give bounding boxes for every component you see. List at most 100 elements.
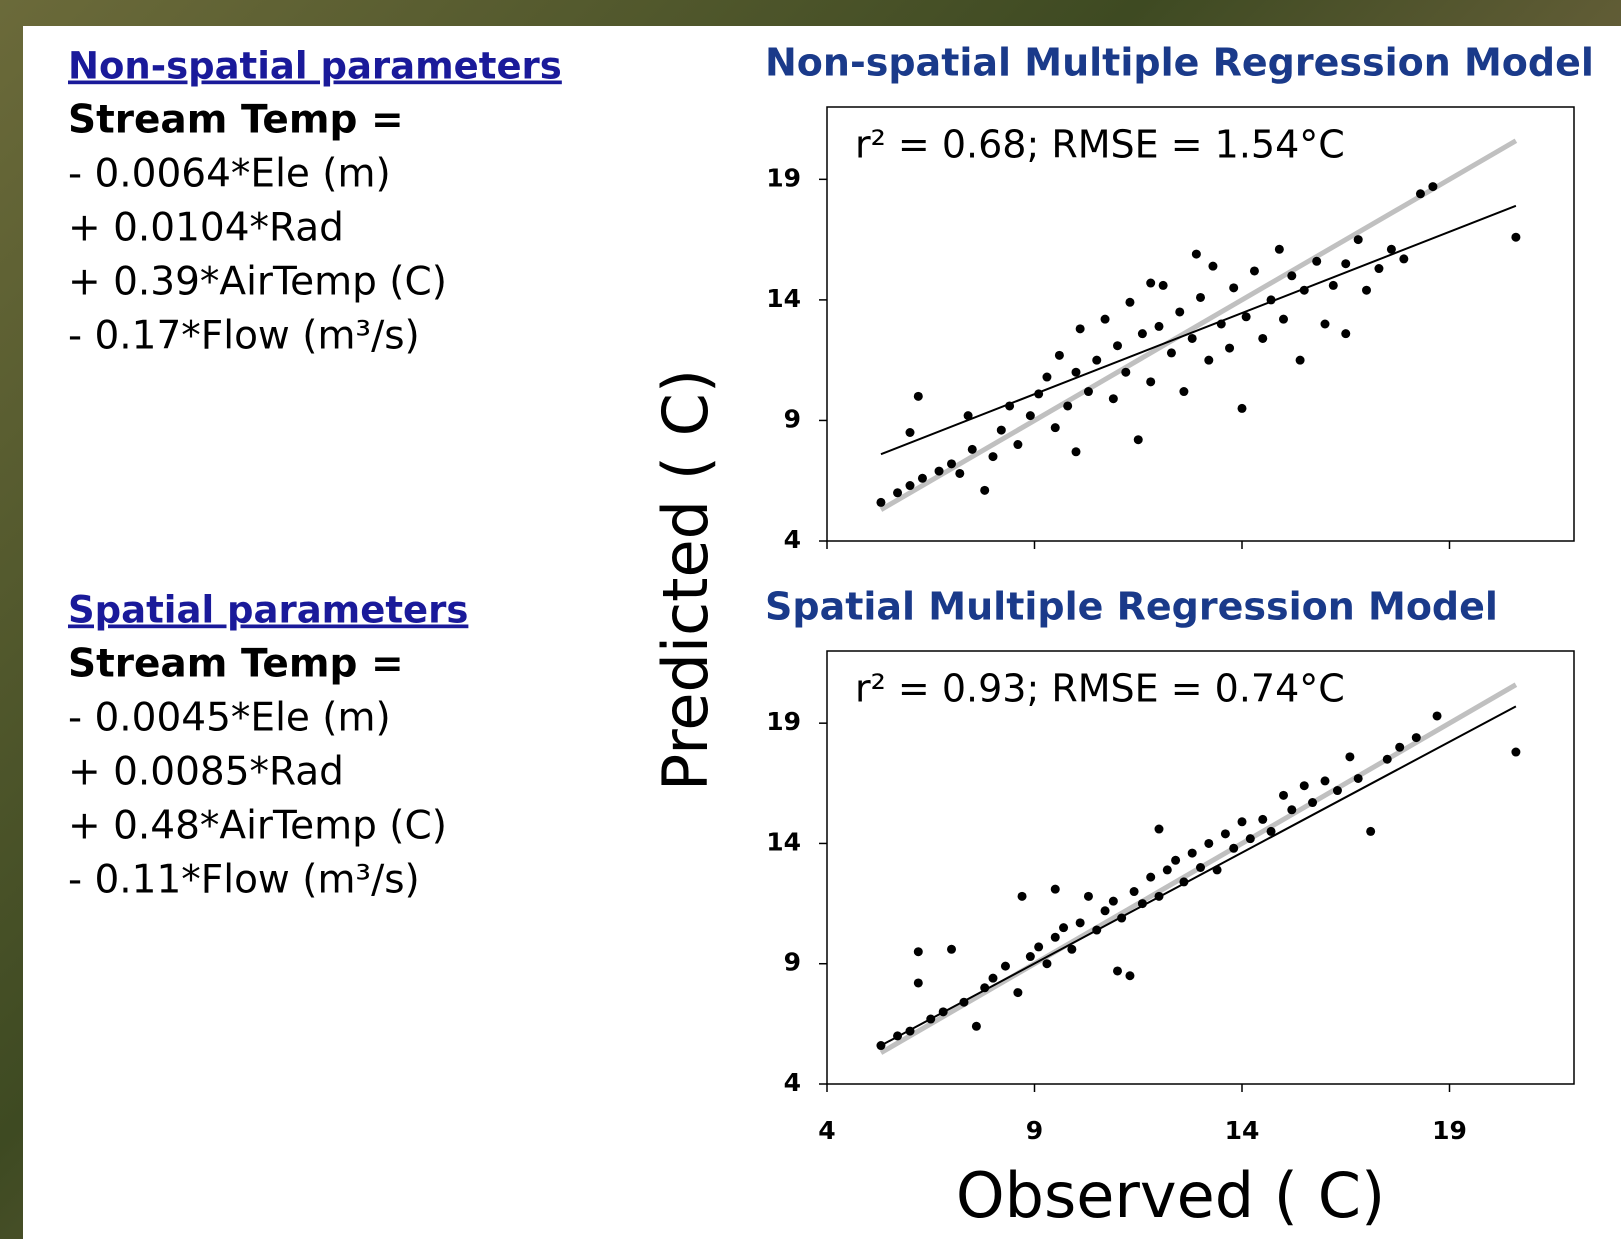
scatter-point bbox=[1295, 355, 1305, 365]
scatter-point bbox=[913, 391, 923, 401]
scatter-point bbox=[1366, 826, 1376, 836]
scatter-point bbox=[1121, 367, 1131, 377]
scatter-point bbox=[947, 944, 956, 954]
scatter-point bbox=[1386, 244, 1396, 254]
scatter-point bbox=[1299, 781, 1309, 791]
scatter-point bbox=[1013, 440, 1023, 450]
scatter-point bbox=[980, 983, 990, 993]
fit-annotation: r² = 0.93; RMSE = 0.74°C bbox=[855, 667, 1345, 711]
scatter-point bbox=[1071, 367, 1081, 377]
y-tick-label: 19 bbox=[766, 163, 801, 192]
scatter-point bbox=[1341, 329, 1351, 339]
y-tick-label: 19 bbox=[766, 707, 801, 736]
scatter-point bbox=[1411, 733, 1421, 743]
y-tick-label: 9 bbox=[784, 404, 801, 433]
slide-panel bbox=[23, 26, 1621, 1239]
scatter-point bbox=[1025, 952, 1035, 962]
equation-term: - 0.11*Flow (m³/s) bbox=[68, 858, 420, 903]
scatter-point bbox=[1092, 355, 1102, 365]
scatter-point bbox=[1175, 307, 1185, 317]
scatter-point bbox=[1100, 314, 1110, 324]
scatter-point bbox=[1075, 918, 1085, 928]
scatter-point bbox=[1013, 988, 1023, 998]
scatter-point bbox=[1179, 387, 1189, 397]
scatter-point bbox=[913, 978, 923, 988]
scatter-point bbox=[1191, 249, 1201, 259]
scatter-point bbox=[1042, 959, 1052, 969]
scatter-point bbox=[1266, 826, 1276, 836]
scatter-point bbox=[1117, 913, 1127, 923]
scatter-point bbox=[1154, 321, 1164, 331]
scatter-point bbox=[1000, 961, 1010, 971]
fit-annotation: r² = 0.68; RMSE = 1.54°C bbox=[855, 123, 1345, 167]
scatter-point bbox=[1204, 838, 1214, 848]
scatter-point bbox=[1225, 343, 1235, 353]
scatter-point bbox=[1108, 394, 1118, 404]
scatter-point bbox=[1374, 264, 1384, 274]
scatter-point bbox=[893, 1031, 903, 1041]
scatter-point bbox=[876, 1041, 886, 1051]
scatter-point bbox=[926, 1014, 936, 1024]
scatter-point bbox=[1050, 423, 1060, 433]
scatter-point bbox=[1229, 283, 1239, 293]
scatter-point bbox=[905, 1026, 915, 1036]
scatter-point bbox=[1063, 401, 1073, 411]
scatter-point bbox=[971, 1021, 981, 1031]
scatter-point bbox=[1154, 891, 1164, 901]
scatter-point bbox=[1237, 817, 1247, 827]
chart-title: Spatial Multiple Regression Model bbox=[765, 585, 1498, 629]
scatter-point bbox=[1146, 278, 1156, 288]
scatter-point bbox=[893, 488, 903, 498]
scatter-point bbox=[1511, 747, 1521, 757]
scatter-point bbox=[1154, 824, 1164, 834]
scatter-point bbox=[1158, 280, 1168, 290]
scatter-point bbox=[1237, 403, 1247, 413]
y-tick-label: 14 bbox=[766, 827, 801, 856]
scatter-point bbox=[1353, 773, 1363, 783]
scatter-point bbox=[1341, 259, 1351, 269]
scatter-point bbox=[1162, 865, 1172, 875]
scatter-point bbox=[1415, 189, 1425, 199]
scatter-point bbox=[917, 473, 927, 483]
scatter-point bbox=[1345, 752, 1355, 762]
scatter-point bbox=[1428, 182, 1438, 192]
scatter-point bbox=[1511, 232, 1521, 242]
scatter-point bbox=[1179, 877, 1189, 887]
scatter-point bbox=[1204, 355, 1214, 365]
scatter-point bbox=[955, 468, 965, 478]
scatter-point bbox=[1320, 776, 1330, 786]
scatter-point bbox=[1042, 372, 1052, 382]
identity-line bbox=[879, 138, 1518, 512]
scatter-point bbox=[1382, 754, 1392, 764]
scatter-point bbox=[1108, 896, 1118, 906]
scatter-point bbox=[1129, 887, 1139, 897]
scatter-point bbox=[1362, 285, 1371, 295]
scatter-point bbox=[996, 425, 1006, 435]
scatter-point bbox=[1196, 292, 1205, 302]
scatter-point bbox=[1274, 244, 1284, 254]
scatter-point bbox=[1137, 899, 1147, 909]
scatter-point bbox=[1208, 261, 1218, 271]
scatter-point bbox=[1332, 786, 1342, 796]
y-tick-label: 14 bbox=[766, 284, 801, 313]
scatter-point bbox=[1083, 891, 1093, 901]
scatter-point bbox=[1320, 319, 1330, 329]
scatter-point bbox=[1279, 314, 1288, 324]
scatter-point bbox=[1432, 711, 1442, 721]
plot-frame bbox=[826, 650, 1575, 1085]
scatter-point bbox=[1059, 923, 1069, 933]
scatter-point bbox=[1299, 285, 1309, 295]
fit-line bbox=[880, 705, 1517, 1047]
scatter-point bbox=[1071, 447, 1081, 457]
y-tick-label: 4 bbox=[784, 525, 801, 554]
scatter-point bbox=[913, 947, 923, 957]
scatter-point bbox=[1034, 942, 1044, 952]
equation-lhs: Stream Temp = bbox=[68, 98, 404, 143]
scatter-point bbox=[876, 497, 886, 507]
scatter-point bbox=[1067, 944, 1077, 954]
scatter-point bbox=[1017, 891, 1027, 901]
x-tick-label: 14 bbox=[1225, 1116, 1260, 1145]
scatter-point bbox=[1025, 411, 1035, 421]
